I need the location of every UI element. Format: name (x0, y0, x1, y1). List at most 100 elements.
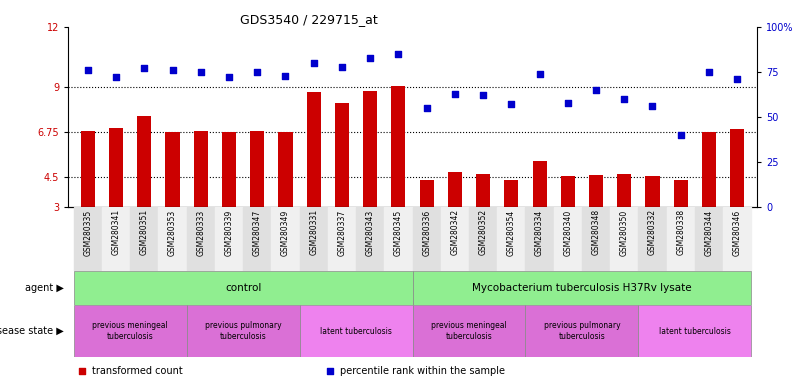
Bar (102, 207, 131, 271)
Text: previous pulmonary
tuberculosis: previous pulmonary tuberculosis (205, 321, 281, 341)
Bar (413, 305, 525, 357)
Text: GSM280336: GSM280336 (422, 209, 431, 255)
Bar (300, 305, 413, 357)
Text: GSM280350: GSM280350 (620, 209, 629, 255)
Point (308, 60, 320, 66)
Point (392, 51, 405, 57)
Text: GSM280344: GSM280344 (704, 209, 714, 255)
Bar (497, 207, 525, 271)
Point (477, 93, 489, 99)
Bar (356, 207, 384, 271)
Text: GSM280354: GSM280354 (507, 209, 516, 255)
Bar (187, 305, 300, 357)
Text: GSM280338: GSM280338 (676, 209, 685, 255)
Text: Mycobacterium tuberculosis H37Rv lysate: Mycobacterium tuberculosis H37Rv lysate (472, 283, 692, 293)
Bar (363, 91, 377, 207)
Text: GSM280340: GSM280340 (563, 209, 572, 255)
Text: GSM280334: GSM280334 (535, 209, 544, 255)
Bar (187, 207, 215, 271)
Point (646, 103, 659, 109)
Text: agent ▶: agent ▶ (25, 283, 64, 293)
Bar (166, 132, 179, 207)
Text: previous pulmonary
tuberculosis: previous pulmonary tuberculosis (544, 321, 620, 341)
Point (279, 73, 292, 79)
Bar (159, 207, 187, 271)
Text: GSM280339: GSM280339 (224, 209, 234, 255)
Bar (448, 172, 462, 207)
Point (449, 91, 461, 97)
Bar (392, 86, 405, 207)
Text: GSM280337: GSM280337 (337, 209, 347, 255)
Bar (589, 175, 603, 207)
Text: transformed count: transformed count (92, 366, 183, 376)
Text: latent tuberculosis: latent tuberculosis (659, 327, 731, 336)
Text: GSM280341: GSM280341 (111, 209, 121, 255)
Point (195, 69, 207, 75)
Title: GDS3540 / 229715_at: GDS3540 / 229715_at (240, 13, 378, 26)
Bar (413, 207, 441, 271)
Bar (618, 174, 631, 207)
Point (82, 67, 95, 73)
Point (364, 55, 376, 61)
Point (674, 132, 687, 138)
Text: GSM280347: GSM280347 (253, 209, 262, 255)
Point (336, 63, 348, 70)
Bar (137, 116, 151, 207)
Bar (215, 207, 244, 271)
Point (251, 69, 264, 75)
Point (505, 101, 517, 108)
Point (562, 99, 574, 106)
Bar (674, 180, 688, 207)
Text: percentile rank within the sample: percentile rank within the sample (340, 366, 505, 376)
Bar (328, 207, 356, 271)
Bar (666, 207, 694, 271)
Bar (307, 92, 320, 207)
Bar (300, 207, 328, 271)
Text: GSM280335: GSM280335 (83, 209, 92, 255)
Bar (74, 207, 102, 271)
Bar (533, 161, 546, 207)
Bar (694, 207, 723, 271)
Point (138, 65, 151, 71)
Bar (476, 174, 490, 207)
Bar (638, 305, 751, 357)
Text: GSM280352: GSM280352 (478, 209, 488, 255)
Text: GSM280332: GSM280332 (648, 209, 657, 255)
Text: GSM280342: GSM280342 (450, 209, 459, 255)
Bar (702, 132, 716, 207)
Point (324, 367, 336, 374)
Bar (81, 131, 95, 207)
Text: GSM280333: GSM280333 (196, 209, 205, 255)
Bar (74, 305, 187, 357)
Point (75, 367, 88, 374)
Text: GSM280348: GSM280348 (591, 209, 601, 255)
Bar (194, 131, 207, 207)
Bar (384, 207, 413, 271)
Point (618, 96, 630, 102)
Text: GSM280331: GSM280331 (309, 209, 318, 255)
Bar (505, 180, 518, 207)
Text: GSM280345: GSM280345 (394, 209, 403, 255)
Bar (222, 132, 236, 207)
Point (533, 71, 546, 77)
Bar (553, 207, 582, 271)
Bar (731, 129, 744, 207)
Point (110, 74, 123, 81)
Bar (413, 271, 751, 305)
Bar (279, 132, 292, 207)
Point (421, 105, 433, 111)
Bar (335, 103, 349, 207)
Text: previous meningeal
tuberculosis: previous meningeal tuberculosis (431, 321, 507, 341)
Bar (469, 207, 497, 271)
Text: disease state ▶: disease state ▶ (0, 326, 64, 336)
Bar (561, 176, 575, 207)
Bar (441, 207, 469, 271)
Point (731, 76, 743, 82)
Bar (244, 207, 272, 271)
Bar (272, 207, 300, 271)
Bar (582, 207, 610, 271)
Bar (723, 207, 751, 271)
Point (166, 67, 179, 73)
Text: GSM280349: GSM280349 (281, 209, 290, 255)
Bar (525, 305, 638, 357)
